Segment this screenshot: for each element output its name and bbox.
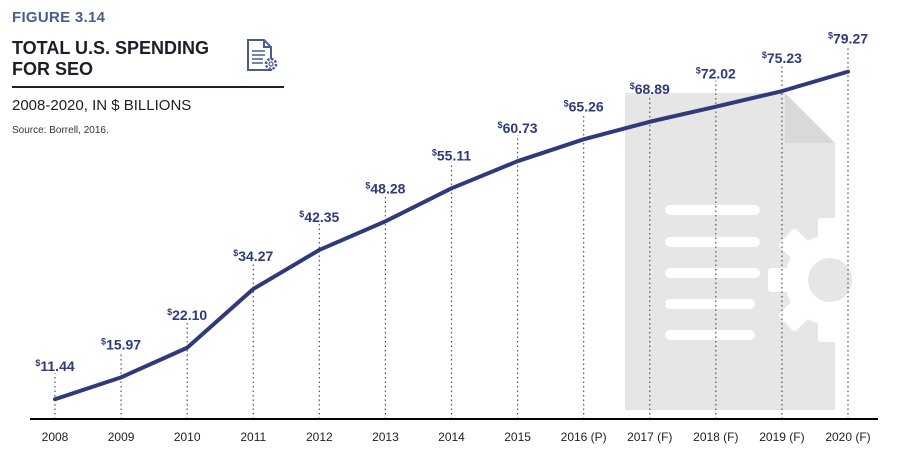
x-tick-label: 2019 (F) bbox=[759, 430, 804, 444]
x-tick-label: 2016 (P) bbox=[561, 430, 607, 444]
x-tick-label: 2018 (F) bbox=[693, 430, 738, 444]
x-tick-label: 2014 bbox=[438, 430, 465, 444]
data-label: $34.27 bbox=[233, 248, 273, 264]
chart-title-line2: FOR SEO bbox=[12, 59, 94, 79]
x-tick-label: 2013 bbox=[372, 430, 399, 444]
data-label: $55.11 bbox=[432, 147, 471, 163]
data-label: $79.27 bbox=[828, 31, 868, 47]
data-label: $15.97 bbox=[101, 336, 141, 352]
document-gear-icon bbox=[247, 39, 278, 71]
x-tick-label: 2011 bbox=[240, 430, 266, 444]
data-label: $42.35 bbox=[299, 209, 339, 225]
source-note: Source: Borrell, 2016. bbox=[12, 125, 109, 136]
data-label: $68.89 bbox=[630, 81, 670, 97]
data-label: $48.28 bbox=[365, 180, 405, 196]
data-label: $65.26 bbox=[564, 98, 604, 114]
x-tick-label: 2008 bbox=[42, 430, 69, 444]
data-label: $60.73 bbox=[498, 120, 538, 136]
data-label: $75.23 bbox=[762, 50, 802, 66]
x-tick-label: 2017 (F) bbox=[627, 430, 672, 444]
x-tick-label: 2020 (F) bbox=[825, 430, 870, 444]
chart-subtitle: 2008-2020, IN $ BILLIONS bbox=[12, 97, 192, 114]
data-label: $72.02 bbox=[696, 66, 736, 82]
x-tick-label: 2010 bbox=[174, 430, 201, 444]
figure-label: FIGURE 3.14 bbox=[12, 9, 106, 26]
series-line bbox=[53, 69, 850, 402]
x-tick-label: 2012 bbox=[306, 430, 333, 444]
x-tick-label: 2009 bbox=[108, 430, 135, 444]
document-gear-watermark-icon bbox=[625, 93, 892, 410]
data-label: $22.10 bbox=[167, 307, 207, 323]
chart-title: TOTAL U.S. SPENDING FOR SEO bbox=[12, 38, 252, 80]
x-tick-label: 2015 bbox=[504, 430, 531, 444]
chart-title-line1: TOTAL U.S. SPENDING bbox=[12, 38, 210, 58]
title-underline bbox=[12, 86, 284, 88]
data-label: $11.44 bbox=[35, 358, 74, 374]
